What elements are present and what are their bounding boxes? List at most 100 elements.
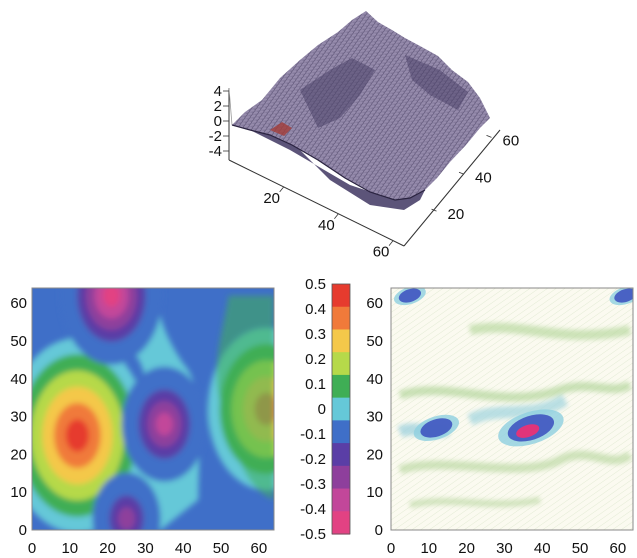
colorbar-tick-label: -0.4 <box>300 501 326 518</box>
texture-green-band-lower <box>398 450 633 475</box>
right-y-tick-label: 10 <box>366 484 383 501</box>
colorbar-tick-label: -0.1 <box>300 426 326 443</box>
texture-hotspot <box>393 288 426 306</box>
x-tick-label-3d: 40 <box>318 217 335 234</box>
colorbar-segment <box>332 465 350 490</box>
contour-level-ring <box>155 412 173 436</box>
left-x-tick-label: 50 <box>213 540 230 557</box>
y-tick-label-3d: 60 <box>503 132 520 149</box>
z-tick-label: 0 <box>214 113 222 130</box>
colorbar-tick-label: 0.5 <box>305 276 326 293</box>
left-x-tick-label: 0 <box>28 540 36 557</box>
right-y-tick-label: 40 <box>366 371 383 388</box>
colorbar-segment <box>332 329 350 353</box>
right-x-tick-label: 20 <box>458 540 475 557</box>
back-axis-line <box>228 87 233 126</box>
right-x-tick-label: 40 <box>534 540 551 557</box>
contour-band-green <box>216 295 274 500</box>
colorbar-tick-label: -0.5 <box>300 526 326 543</box>
colorbar-segment <box>332 511 350 535</box>
texture-hotspot <box>609 288 633 306</box>
right-y-tick-label: 50 <box>366 333 383 350</box>
contour-level-ring <box>65 419 90 452</box>
z-tick-label: -2 <box>209 128 222 145</box>
left-y-tick-label: 30 <box>10 409 27 426</box>
z-tick-label: 4 <box>214 83 222 100</box>
x-tick-label-3d: 20 <box>263 190 280 207</box>
surface-dark-ridge <box>405 55 468 110</box>
right-x-tick-label: 30 <box>496 540 513 557</box>
colorbar-segment <box>332 374 350 399</box>
contour-level-ring <box>102 288 120 308</box>
left-x-tick-label: 30 <box>137 540 154 557</box>
colorbar-segment <box>332 443 350 467</box>
colorbar-segment <box>332 420 350 444</box>
right-y-tick-label: 60 <box>366 295 383 312</box>
surface-red-spot <box>270 122 292 136</box>
colorbar-segment <box>332 488 350 512</box>
texture-hotspot-core <box>516 424 540 438</box>
x-tick-label-3d: 60 <box>373 244 390 261</box>
texture-frame <box>390 287 634 531</box>
colorbar: 0.5 0.4 0.3 0.2 0.1 0 -0.1 -0.2 -0.3 -0.4 -0.5 <box>300 276 351 543</box>
y-tick-mark-3d <box>486 135 492 138</box>
right-y-tick-label: 20 <box>366 446 383 463</box>
colorbar-segment <box>332 306 350 331</box>
texture-green-band-bottom <box>409 496 541 509</box>
surface-shadow-side <box>232 118 425 210</box>
colorbar-tick-label: 0.3 <box>305 326 326 343</box>
colorbar-tick-label: -0.3 <box>300 476 326 493</box>
left-x-tick-label: 20 <box>99 540 116 557</box>
texture-cyan-streak-center <box>467 394 568 426</box>
texture-hotspot <box>413 414 460 442</box>
left-y-tick-label: 20 <box>10 446 27 463</box>
x-tick-mark-3d <box>279 186 284 193</box>
contour-frame <box>31 287 275 531</box>
colorbar-segment <box>332 352 350 376</box>
texture-hotspot-mid <box>614 288 633 303</box>
x-axis-line <box>228 159 405 247</box>
x-tick-mark-3d <box>388 240 394 246</box>
left-y-tick-label: 40 <box>10 371 27 388</box>
colorbar-tick-label: -0.2 <box>300 451 326 468</box>
colorbar-frame <box>331 283 351 535</box>
right-y-tick-label: 30 <box>366 409 383 426</box>
surface-edge-front <box>231 124 426 201</box>
right-x-tick-label: 0 <box>387 540 395 557</box>
texture-heatmap: 0 10 20 30 40 50 60 0 10 20 30 40 50 60 <box>366 287 634 557</box>
texture-hotspot <box>498 409 564 447</box>
y-tick-mark-3d <box>431 208 437 212</box>
contour-heatmap: 0 10 20 30 40 50 60 0 10 20 30 40 50 60 <box>10 287 275 557</box>
texture-hotspot-mid <box>420 418 453 438</box>
colorbar-segment <box>332 284 350 308</box>
left-x-tick-label: 10 <box>61 540 78 557</box>
y-tick-mark-3d <box>458 171 465 175</box>
left-y-tick-label: 10 <box>10 484 27 501</box>
left-y-tick-label: 0 <box>19 522 27 539</box>
z-tick-label: -4 <box>209 143 222 160</box>
right-x-tick-label: 10 <box>420 540 437 557</box>
y-axis-line <box>403 129 501 247</box>
colorbar-tick-label: 0.4 <box>305 301 326 318</box>
left-y-tick-label: 50 <box>10 333 27 350</box>
x-tick-mark-3d <box>334 213 339 219</box>
right-y-tick-label: 0 <box>375 522 383 539</box>
z-tick-label: 2 <box>214 98 222 115</box>
texture-green-band-mid <box>398 380 633 402</box>
colorbar-segment <box>332 397 350 421</box>
texture-green-band-upper <box>469 322 632 340</box>
colorbar-tick-label: 0 <box>318 401 326 418</box>
surface-mesh <box>232 11 490 200</box>
texture-hotspot-mid <box>398 288 422 303</box>
y-tick-label-3d: 20 <box>448 206 465 223</box>
colorbar-tick-label: 0.2 <box>305 351 326 368</box>
contour-level-ring <box>118 507 136 530</box>
surface-dark-fold <box>300 58 375 128</box>
left-y-tick-label: 60 <box>10 295 27 312</box>
right-x-tick-label: 60 <box>610 540 627 557</box>
y-tick-label-3d: 40 <box>475 169 492 186</box>
right-x-tick-label: 50 <box>572 540 589 557</box>
left-x-tick-label: 40 <box>175 540 192 557</box>
